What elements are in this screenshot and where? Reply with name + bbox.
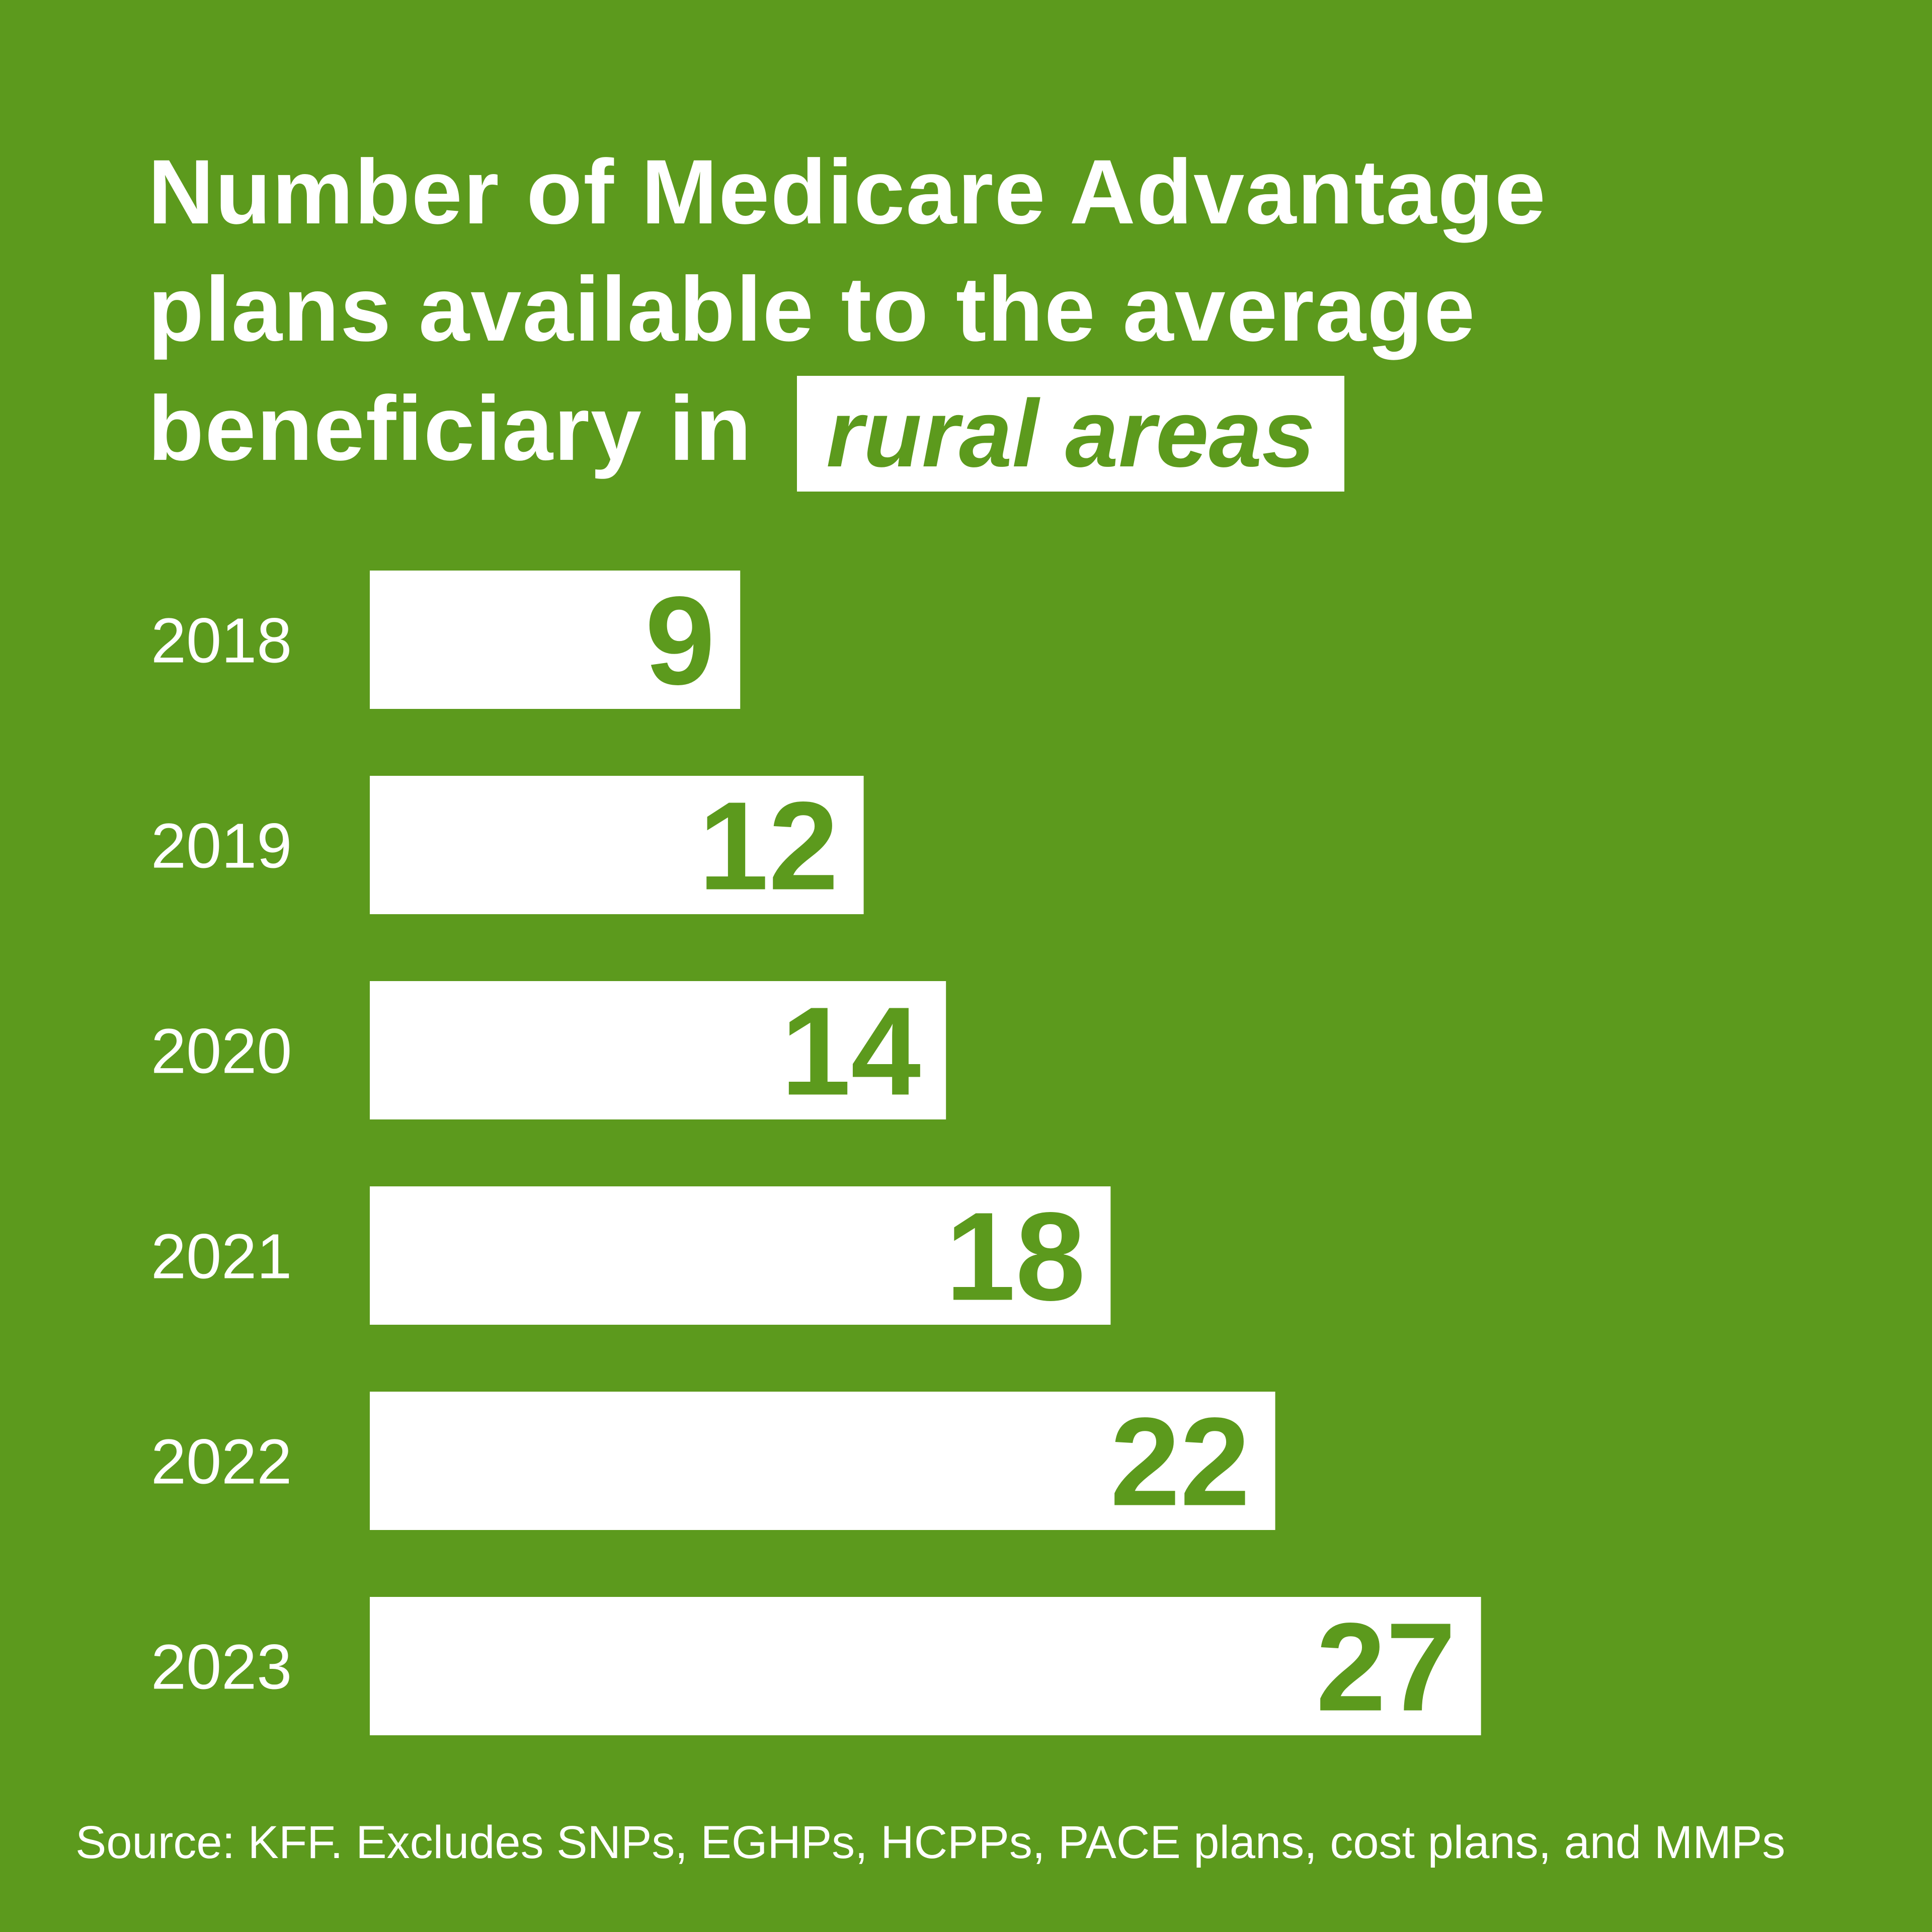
value-label-2023: 27 (1316, 1597, 1456, 1737)
bar-2019 (370, 776, 864, 914)
value-label-2022: 22 (1110, 1392, 1250, 1532)
title-line-3: beneficiary in (148, 377, 753, 479)
value-label-2018: 9 (645, 571, 715, 711)
year-label-2020: 2020 (151, 1016, 292, 1087)
bar-2020 (370, 981, 946, 1119)
bar-2022 (370, 1392, 1275, 1530)
value-label-2019: 12 (699, 776, 839, 916)
title-line-2: plans available to the average (148, 258, 1476, 360)
value-label-2021: 18 (945, 1186, 1085, 1327)
title-line-1: Number of Medicare Advantage (148, 140, 1547, 243)
year-label-2023: 2023 (151, 1632, 292, 1703)
bar-2021 (370, 1186, 1111, 1325)
bar-2023 (370, 1597, 1481, 1735)
source-note: Source: KFF. Excludes SNPs, EGHPs, HCPPs… (75, 1817, 1786, 1868)
title-highlight-rural-areas: rural areas (797, 376, 1344, 492)
bar-2018 (370, 571, 741, 709)
year-label-2019: 2019 (151, 811, 292, 881)
value-label-2020: 14 (781, 981, 921, 1121)
year-label-2022: 2022 (151, 1426, 292, 1497)
year-label-2021: 2021 (151, 1221, 292, 1292)
year-label-2018: 2018 (151, 605, 292, 676)
